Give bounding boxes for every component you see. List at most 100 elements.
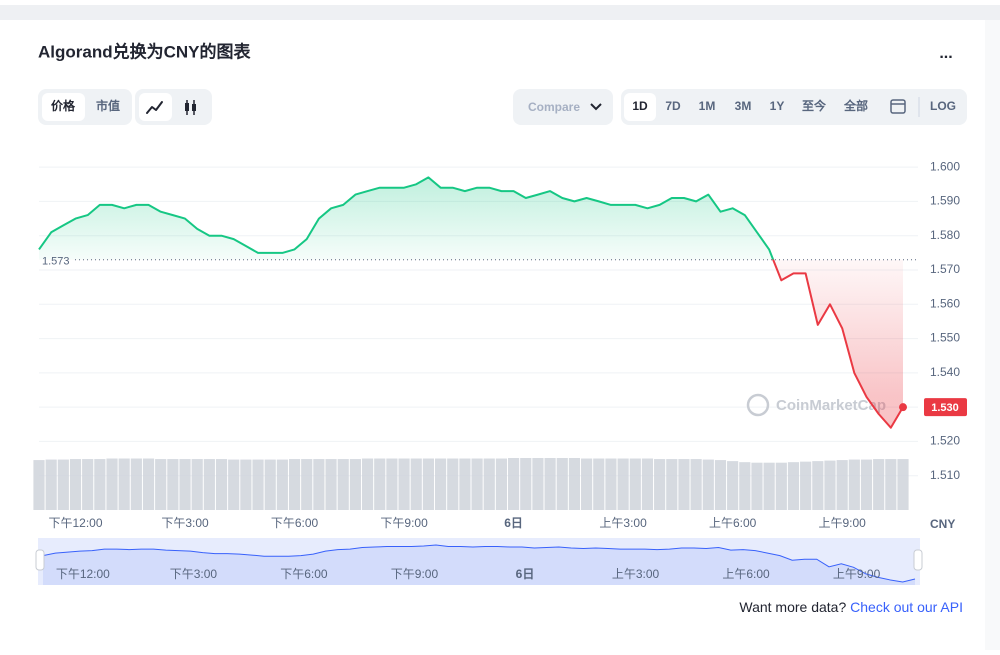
volume-bar bbox=[568, 458, 581, 510]
tab-marketcap[interactable]: 市值 bbox=[96, 98, 120, 113]
price-line bbox=[38, 176, 904, 429]
volume-bar bbox=[82, 459, 94, 510]
candle-icon bbox=[192, 104, 196, 111]
side-strip bbox=[985, 20, 1000, 650]
volume-bar bbox=[885, 459, 897, 510]
navigator-label: 上午3:00 bbox=[612, 567, 660, 581]
compare-dropdown[interactable]: Compare bbox=[513, 89, 613, 125]
range-button[interactable]: 3M bbox=[735, 99, 752, 113]
range-button[interactable]: 至今 bbox=[802, 98, 827, 113]
currency-label: CNY bbox=[930, 517, 955, 531]
volume-bar bbox=[434, 458, 447, 510]
volume-bar bbox=[228, 459, 240, 510]
footer-link[interactable]: Check out our API bbox=[850, 599, 963, 615]
volume-bar bbox=[301, 459, 313, 510]
volume-bar bbox=[617, 458, 629, 510]
volume-bar bbox=[69, 459, 82, 510]
navigator-label: 下午6:00 bbox=[280, 567, 328, 581]
volume-bar bbox=[897, 459, 909, 510]
volume-bar bbox=[422, 458, 434, 510]
volume-bar bbox=[678, 459, 690, 510]
volume-bar bbox=[240, 459, 252, 510]
calendar-button[interactable] bbox=[890, 99, 906, 114]
navigator-handle[interactable] bbox=[913, 549, 923, 571]
volume-bar bbox=[349, 459, 361, 510]
navigator-label: 上午6:00 bbox=[722, 567, 770, 581]
volume-bar bbox=[459, 458, 471, 510]
volume-bar bbox=[836, 460, 848, 510]
tab-price[interactable]: 价格 bbox=[42, 93, 85, 121]
volume-bar bbox=[386, 458, 398, 510]
volume-bar bbox=[410, 458, 422, 510]
volume-bar bbox=[167, 459, 179, 510]
volume-bar bbox=[848, 459, 860, 510]
volume-bar bbox=[264, 459, 276, 510]
navigator-line bbox=[42, 544, 916, 583]
volume-bar bbox=[374, 458, 386, 510]
volume-bar bbox=[629, 458, 641, 510]
volume-bar bbox=[666, 459, 678, 510]
volume-bar bbox=[556, 458, 568, 510]
watermark: CoinMarketCap bbox=[776, 397, 886, 414]
calendar-icon bbox=[890, 99, 906, 114]
volume-bar bbox=[142, 458, 155, 510]
log-button[interactable]: LOG bbox=[930, 99, 956, 113]
volume-bar bbox=[337, 459, 349, 510]
volume-bar bbox=[824, 460, 836, 510]
range-button[interactable]: 7D bbox=[665, 99, 681, 113]
more-button[interactable]: ... bbox=[939, 45, 952, 62]
plot-area: 1.510 1.520 1.530 1.540 1.550 1.560 1.570 1.580… bbox=[33, 159, 967, 530]
navigator[interactable]: 下午12:00 下午3:00 下午6:00 下午9:00 6日 上午3:00 上午6:00 上… bbox=[35, 538, 923, 585]
volume-bar bbox=[215, 459, 228, 510]
top-bar bbox=[0, 5, 1000, 20]
watermark-logo bbox=[746, 393, 770, 417]
volume-bar bbox=[873, 459, 885, 510]
tab-bg bbox=[42, 93, 85, 121]
x-tick-label: 下午12:00 bbox=[48, 516, 102, 530]
volume-bar bbox=[751, 462, 763, 510]
navigator-label: 下午3:00 bbox=[170, 567, 218, 581]
volume-bar bbox=[361, 458, 374, 510]
y-tick-label: 1.520 bbox=[930, 434, 960, 448]
range-button[interactable]: 1M bbox=[699, 99, 716, 113]
y-tick-label: 1.570 bbox=[930, 262, 960, 276]
x-tick-label: 下午9:00 bbox=[380, 516, 428, 530]
volume-bar bbox=[191, 459, 203, 510]
volume-bar bbox=[179, 459, 191, 510]
range-button[interactable]: 1D bbox=[632, 99, 648, 113]
navigator-area bbox=[43, 545, 915, 585]
volume-bar bbox=[860, 459, 873, 510]
range-button[interactable]: 1Y bbox=[770, 99, 785, 113]
volume-bar bbox=[495, 458, 508, 510]
y-tick-label: 1.510 bbox=[930, 468, 960, 482]
range-group bbox=[621, 89, 967, 125]
volume-bar bbox=[702, 459, 714, 510]
current-dot bbox=[899, 403, 907, 412]
volume-bar bbox=[57, 459, 69, 510]
navigator-handle[interactable] bbox=[35, 549, 45, 571]
volume-bar bbox=[605, 458, 617, 510]
price-area bbox=[39, 177, 903, 428]
navigator-label: 上午9:00 bbox=[833, 567, 881, 581]
volume-bar bbox=[800, 461, 812, 510]
reference-label: 1.573 bbox=[42, 256, 70, 268]
volume-bar bbox=[532, 458, 544, 510]
x-tick-label: 下午3:00 bbox=[161, 516, 209, 530]
y-tick-label: 1.600 bbox=[930, 159, 960, 173]
volume-bar bbox=[118, 458, 130, 510]
x-tick-label: 上午6:00 bbox=[709, 516, 757, 530]
x-tick-label: 下午6:00 bbox=[271, 516, 319, 530]
volume-bar bbox=[787, 462, 800, 510]
tab-label: 市值 bbox=[96, 98, 120, 113]
range-buttons: 1D 7D 1M 3M 1Y 至今 全部 bbox=[632, 98, 868, 113]
button-bg bbox=[139, 93, 172, 121]
candle-chart-button[interactable] bbox=[185, 100, 196, 115]
dropdown-bg bbox=[513, 89, 613, 125]
line-chart-button[interactable] bbox=[139, 93, 172, 121]
chevron-icon bbox=[590, 103, 602, 111]
navigator-label: 下午9:00 bbox=[391, 567, 439, 581]
volume-bar bbox=[775, 462, 787, 510]
range-button[interactable]: 全部 bbox=[843, 98, 868, 113]
volume-bar bbox=[155, 459, 167, 510]
volume-bar bbox=[313, 459, 325, 510]
